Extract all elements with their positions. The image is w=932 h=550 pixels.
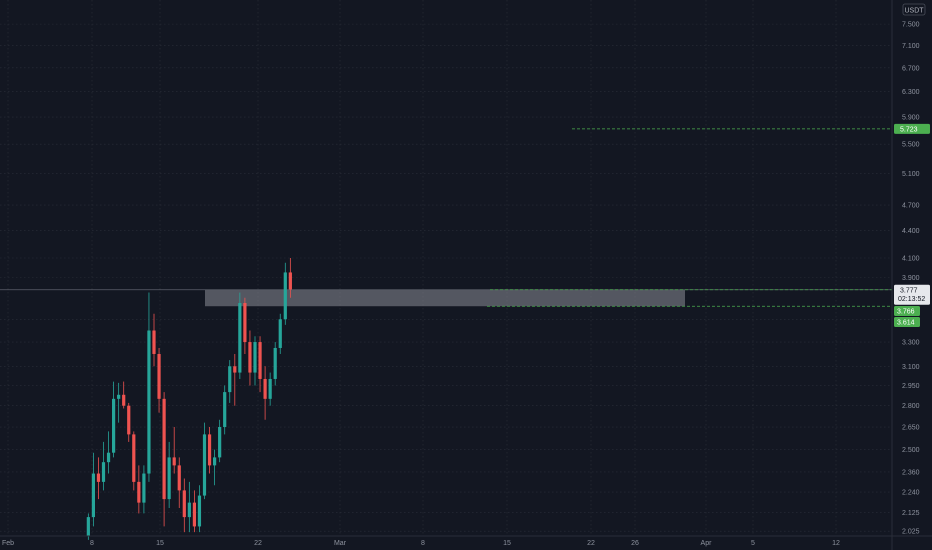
candle-body[interactable] xyxy=(213,457,217,466)
zone-top-badge-text: 3.766 xyxy=(897,309,915,316)
candle-body[interactable] xyxy=(233,366,237,373)
candle-body[interactable] xyxy=(278,319,282,348)
target-price-badge-text: 5.723 xyxy=(900,126,918,133)
candle-body[interactable] xyxy=(91,473,95,518)
candle-body[interactable] xyxy=(187,502,191,518)
zone-bottom-badge-bg xyxy=(894,317,920,327)
candle-body[interactable] xyxy=(106,452,111,463)
candle-body[interactable] xyxy=(253,342,257,373)
x-tick-label: 22 xyxy=(254,540,262,547)
candle-body[interactable] xyxy=(142,473,146,503)
candle-body[interactable] xyxy=(218,427,222,458)
candles-layer xyxy=(86,258,292,540)
x-tick-label: 15 xyxy=(156,540,164,547)
x-tick-label: 8 xyxy=(90,540,94,547)
candle-body[interactable] xyxy=(132,434,136,482)
candle-body[interactable] xyxy=(243,303,247,343)
y-tick-label: 2.950 xyxy=(902,383,920,390)
candle-body[interactable] xyxy=(96,473,101,482)
y-tick-label: 2.500 xyxy=(902,447,920,454)
x-tick-label: Mar xyxy=(334,540,347,547)
x-tick-label: 26 xyxy=(631,540,639,547)
y-tick-label: 3.300 xyxy=(902,340,920,347)
y-tick-label: 5.500 xyxy=(902,142,920,149)
candle-body[interactable] xyxy=(273,347,277,379)
candle-body[interactable] xyxy=(167,457,171,500)
candle-body[interactable] xyxy=(177,465,181,491)
candle-body[interactable] xyxy=(207,434,212,466)
candle-body[interactable] xyxy=(122,394,126,406)
candle-body[interactable] xyxy=(258,342,262,379)
candle-body[interactable] xyxy=(112,398,116,453)
zone-bottom-badge-text: 3.614 xyxy=(897,320,915,327)
candle-body[interactable] xyxy=(157,353,161,399)
candle-body[interactable] xyxy=(248,342,252,373)
target-price-badge-bg xyxy=(894,123,930,134)
candle-body[interactable] xyxy=(263,378,267,399)
candle-body[interactable] xyxy=(137,481,141,503)
candle-body[interactable] xyxy=(197,495,202,527)
y-tick-label: 2.360 xyxy=(902,469,920,476)
y-tick-label: 6.300 xyxy=(902,89,920,96)
candle-body[interactable] xyxy=(162,398,166,500)
resistance-zone[interactable] xyxy=(205,289,685,307)
current-price-badge-bg xyxy=(894,284,930,305)
candle-body[interactable] xyxy=(147,330,151,474)
candle-body[interactable] xyxy=(202,434,207,496)
y-tick-label: 2.800 xyxy=(902,403,920,410)
candle-body[interactable] xyxy=(127,405,131,435)
y-tick-label: 7.500 xyxy=(902,22,920,29)
candle-body[interactable] xyxy=(268,378,272,399)
current-price-badge-text: 3.777 xyxy=(900,287,918,294)
candle-body[interactable] xyxy=(238,303,242,373)
candle-body[interactable] xyxy=(223,392,227,428)
y-tick-label: 6.700 xyxy=(902,65,920,72)
candle-body[interactable] xyxy=(182,490,186,518)
zone-top-badge-bg xyxy=(894,306,920,316)
x-tick-label: 8 xyxy=(421,540,425,547)
x-tick-label: 22 xyxy=(587,540,595,547)
zone-bottom-badge[interactable]: 3.614 xyxy=(894,317,920,327)
zone-top-badge[interactable]: 3.766 xyxy=(894,306,920,316)
x-tick-label: 15 xyxy=(503,540,511,547)
y-tick-label: 2.125 xyxy=(902,510,920,517)
y-tick-label: 4.700 xyxy=(902,203,920,210)
candle-body[interactable] xyxy=(172,457,176,466)
y-tick-label: 4.400 xyxy=(902,228,920,235)
y-tick-label: 5.100 xyxy=(902,171,920,178)
y-tick-label: 3.100 xyxy=(902,364,920,371)
y-tick-label: 4.100 xyxy=(902,256,920,263)
candle-body[interactable] xyxy=(152,330,156,354)
currency-button[interactable]: USDT xyxy=(902,3,926,16)
x-tick-label: Feb xyxy=(2,540,14,547)
candle-body[interactable] xyxy=(117,394,121,399)
target-price-badge[interactable]: 5.723 xyxy=(894,123,930,134)
resistance-zone-layer xyxy=(205,289,685,307)
x-tick-label: Apr xyxy=(701,540,713,547)
x-tick-label: 5 xyxy=(751,540,755,547)
candle-body[interactable] xyxy=(288,272,292,290)
candle-body[interactable] xyxy=(228,366,232,393)
currency-label: USDT xyxy=(904,8,924,15)
candle-body[interactable] xyxy=(86,517,90,536)
currency-box xyxy=(902,3,926,16)
candle-body[interactable] xyxy=(283,272,287,320)
time-axis[interactable]: Feb 8 15 22 Mar 8 15 22 26 Apr 5 12 xyxy=(2,540,840,547)
x-tick-label: 12 xyxy=(832,540,840,547)
y-tick-label: 5.900 xyxy=(902,115,920,122)
price-badges: 5.723 3.777 02:13:52 3.766 3.614 xyxy=(894,123,930,327)
price-axis[interactable]: 7.500 7.100 6.700 6.300 5.900 5.500 5.100 4.700… xyxy=(902,22,920,536)
current-price-badge-countdown: 02:13:52 xyxy=(898,296,925,303)
y-tick-label: 2.240 xyxy=(902,490,920,497)
y-tick-label: 3.900 xyxy=(902,275,920,282)
candle-body[interactable] xyxy=(192,502,196,527)
y-tick-label: 7.100 xyxy=(902,43,920,50)
y-tick-label: 2.025 xyxy=(902,529,920,536)
price-levels-layer xyxy=(0,128,892,307)
current-price-badge[interactable]: 3.777 02:13:52 xyxy=(894,284,930,305)
y-tick-label: 2.650 xyxy=(902,425,920,432)
candle-body[interactable] xyxy=(101,462,106,482)
